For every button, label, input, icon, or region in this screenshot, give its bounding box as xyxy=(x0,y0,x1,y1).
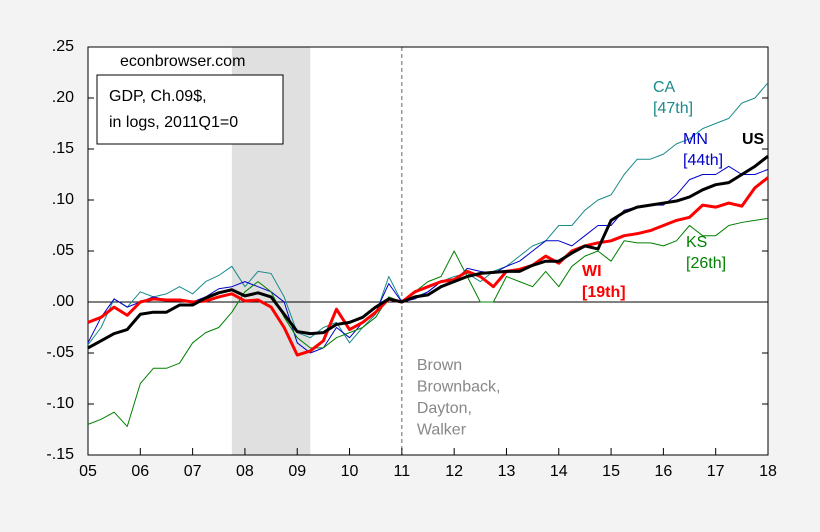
x-tick-label: 06 xyxy=(131,463,149,480)
x-tick-label: 10 xyxy=(341,463,359,480)
series-rank: [19th] xyxy=(582,284,626,301)
vline-text: Brown xyxy=(417,357,462,374)
x-tick-label: 11 xyxy=(394,463,411,480)
x-tick-label: 15 xyxy=(602,463,620,480)
series-rank: [26th] xyxy=(686,255,726,272)
y-tick-label: .00 xyxy=(52,293,74,310)
y-tick-label: .25 xyxy=(52,38,74,55)
vline-text: Walker xyxy=(417,422,467,439)
y-tick-label: .20 xyxy=(52,89,74,106)
x-tick-label: 17 xyxy=(707,463,725,480)
x-tick-label: 05 xyxy=(79,463,97,480)
x-tick-label: 07 xyxy=(184,463,202,480)
y-tick-label: -.10 xyxy=(46,395,74,412)
note-text: in logs, 2011Q1=0 xyxy=(109,114,238,131)
plot-frame xyxy=(87,46,769,456)
y-tick-label: .10 xyxy=(52,191,74,208)
series-label: CA xyxy=(653,79,676,96)
series-label: KS xyxy=(686,234,707,251)
x-tick-label: 16 xyxy=(654,463,672,480)
series-line xyxy=(87,217,769,427)
vline-text: Dayton, xyxy=(417,400,472,417)
series-label: WI xyxy=(582,263,602,280)
x-tick-label: 13 xyxy=(498,463,516,480)
x-tick-label: 09 xyxy=(288,463,306,480)
vline-text: Brownback, xyxy=(417,379,501,396)
x-tick-label: 14 xyxy=(550,463,568,480)
y-tick-label: .05 xyxy=(52,242,74,259)
x-tick-label: 08 xyxy=(236,463,254,480)
series-line xyxy=(87,154,769,350)
x-tick-label: 18 xyxy=(759,463,777,480)
series-rank: [47th] xyxy=(653,100,693,117)
y-tick-label: -.05 xyxy=(46,344,74,361)
series-label: US xyxy=(742,131,765,148)
series-rank: [44th] xyxy=(683,152,723,169)
x-tick-label: 12 xyxy=(445,463,463,480)
y-tick-label: -.15 xyxy=(46,446,74,463)
note-box xyxy=(96,74,284,145)
series-label: MN xyxy=(683,131,708,148)
source: econbrowser.com xyxy=(120,53,245,70)
note-text: GDP, Ch.09$, xyxy=(109,88,207,105)
y-tick-label: .15 xyxy=(52,140,74,157)
